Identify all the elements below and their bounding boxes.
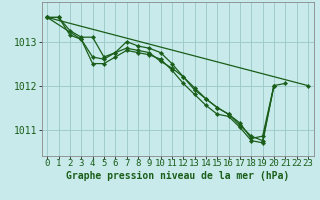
- X-axis label: Graphe pression niveau de la mer (hPa): Graphe pression niveau de la mer (hPa): [66, 171, 289, 181]
